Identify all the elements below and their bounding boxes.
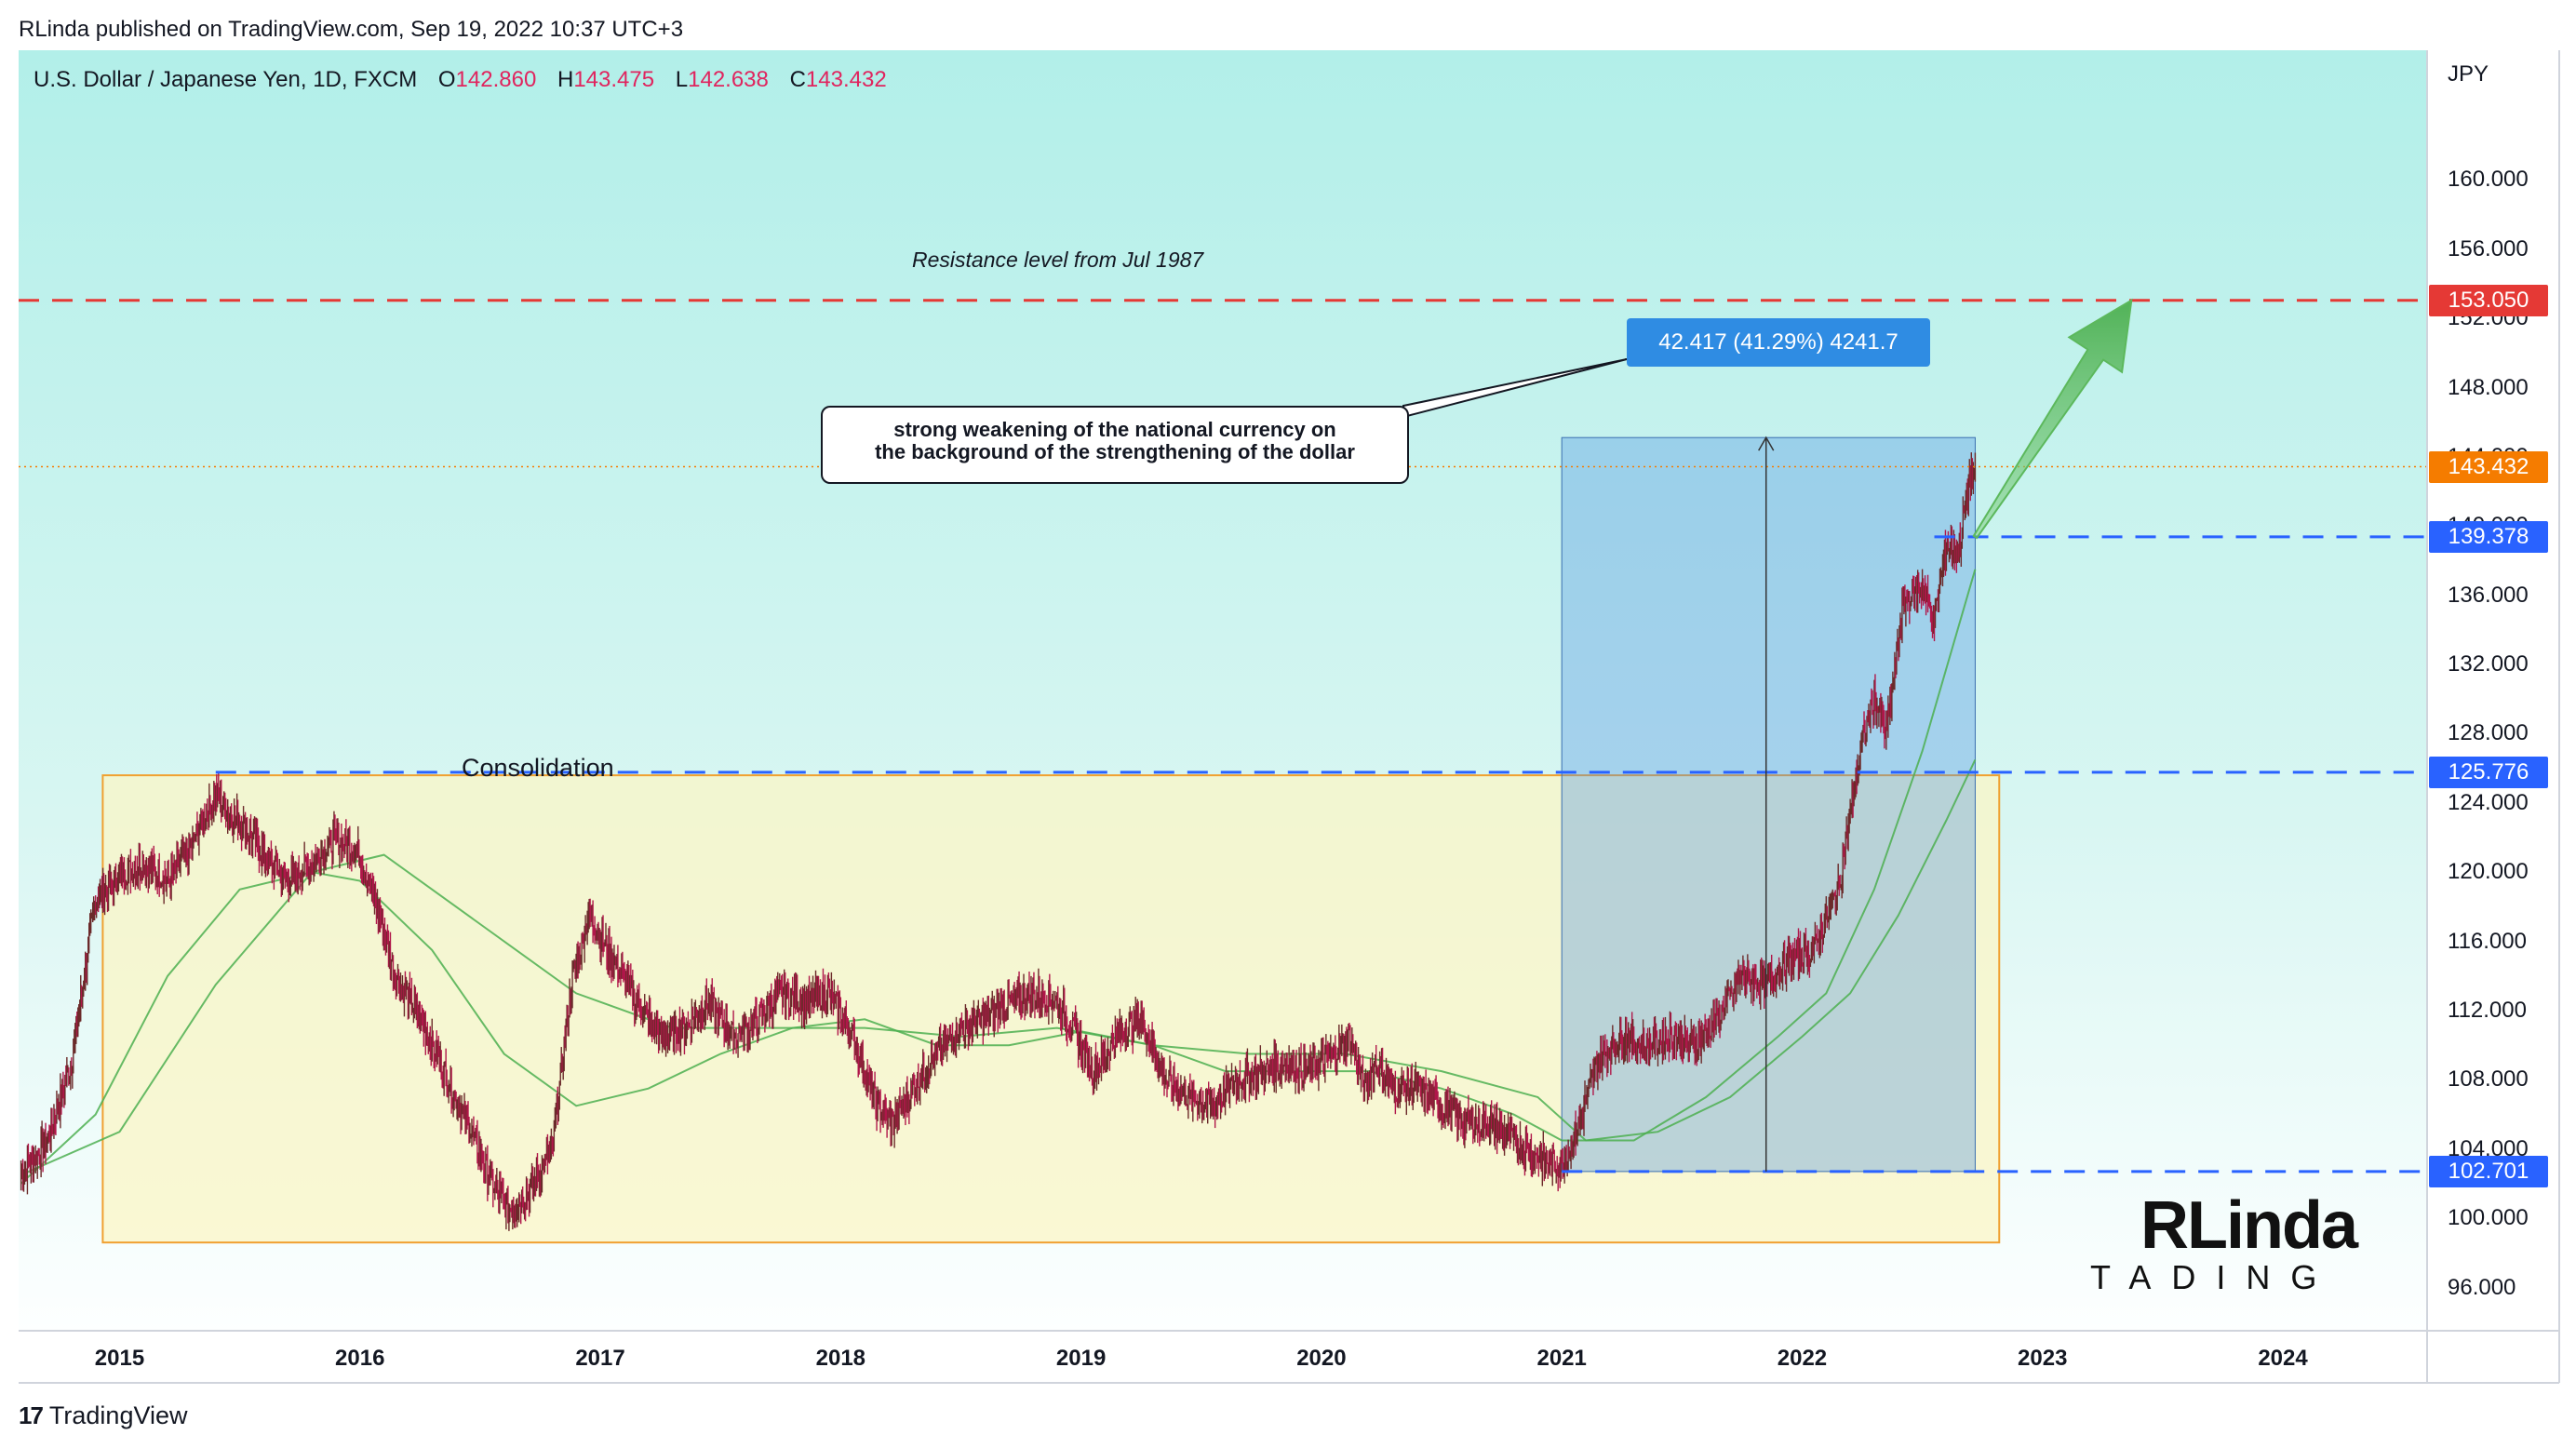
moving-average-1 — [20, 569, 1977, 1185]
price-tick-label: 112.000 — [2448, 998, 2527, 1023]
level-mid-price-tag: 125.776 — [2429, 756, 2548, 788]
price-tick-label: 128.000 — [2448, 720, 2529, 746]
resistance-note: Resistance level from Jul 1987 — [912, 248, 1204, 272]
time-tick-label: 2022 — [1777, 1346, 1828, 1371]
rlinda-watermark: RLinda TADING — [2085, 1188, 2364, 1303]
forecast-arrow — [1972, 298, 2133, 540]
price-axis-unit: JPY — [2448, 61, 2489, 87]
low-label: L — [675, 67, 689, 92]
price-tick-label: 132.000 — [2448, 651, 2529, 677]
time-tick-label: 2024 — [2258, 1346, 2308, 1371]
last-price-tag: 143.432 — [2429, 450, 2548, 483]
callout-line-2: the background of the strengthening of t… — [875, 440, 1355, 463]
time-tick-label: 2020 — [1296, 1346, 1347, 1371]
symbol-name[interactable]: U.S. Dollar / Japanese Yen, 1D, FXCM — [34, 67, 418, 92]
price-tick-label: 116.000 — [2448, 928, 2527, 954]
price-tick-label: 136.000 — [2448, 582, 2529, 608]
high-label: H — [557, 67, 574, 92]
price-tick-label: 96.000 — [2448, 1274, 2516, 1300]
time-tick-label: 2015 — [94, 1346, 145, 1371]
symbol-legend: U.S. Dollar / Japanese Yen, 1D, FXCM O14… — [34, 67, 887, 93]
price-tick-label: 100.000 — [2448, 1205, 2529, 1231]
watermark-main: RLinda — [2140, 1188, 2358, 1263]
tradingview-brand: TradingView — [48, 1401, 188, 1429]
time-tick-label: 2017 — [575, 1346, 625, 1371]
watermark-sub: TADING — [2090, 1258, 2338, 1296]
low-value: 142.638 — [688, 67, 769, 92]
time-tick-label: 2018 — [815, 1346, 866, 1371]
price-tick-label: 160.000 — [2448, 167, 2529, 193]
price-tick-label: 124.000 — [2448, 789, 2529, 815]
price-tick-label: 120.000 — [2448, 859, 2529, 885]
consolidation-label: Consolidation — [462, 754, 614, 782]
tradingview-footer[interactable]: 17 TradingView — [19, 1401, 188, 1430]
publish-info: RLinda published on TradingView.com, Sep… — [19, 17, 684, 42]
callout-box[interactable]: strong weakening of the national currenc… — [821, 406, 1409, 484]
resistance-price-tag: 153.050 — [2429, 284, 2548, 316]
close-value: 143.432 — [805, 67, 887, 92]
level-low-price-tag: 102.701 — [2429, 1155, 2548, 1187]
measure-label[interactable]: 42.417 (41.29%) 4241.7 — [1627, 318, 1930, 367]
time-tick-label: 2023 — [2018, 1346, 2068, 1371]
time-tick-label: 2021 — [1536, 1346, 1587, 1371]
close-label: C — [789, 67, 806, 92]
price-tick-label: 108.000 — [2448, 1066, 2529, 1093]
tradingview-logo-icon: 17 — [19, 1401, 44, 1429]
callout-line-1: strong weakening of the national currenc… — [893, 418, 1336, 441]
open-label: O — [437, 67, 456, 92]
time-tick-label: 2019 — [1055, 1346, 1107, 1371]
open-value: 142.860 — [455, 67, 537, 92]
time-tick-label: 2016 — [335, 1346, 385, 1371]
high-value: 143.475 — [573, 67, 655, 92]
price-tick-label: 148.000 — [2448, 374, 2529, 400]
level-high-price-tag: 139.378 — [2429, 520, 2548, 553]
measure-arrow-head — [1758, 436, 1775, 451]
price-tick-label: 156.000 — [2448, 235, 2529, 261]
